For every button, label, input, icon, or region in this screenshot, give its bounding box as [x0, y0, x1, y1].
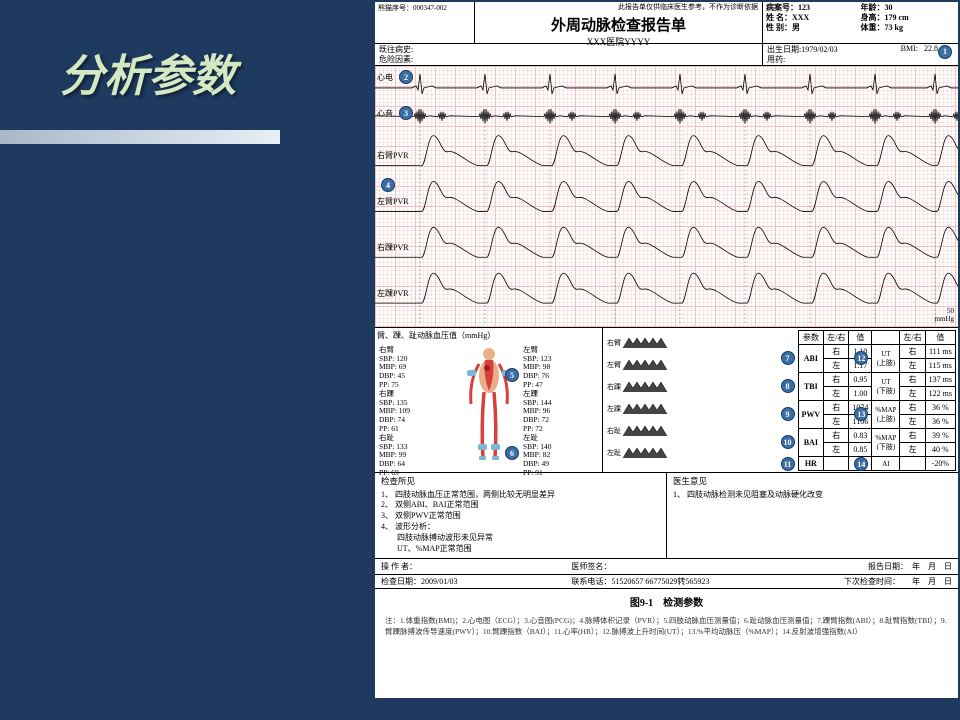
figure-caption: 图9-1 检测参数 [375, 589, 958, 614]
report-title: 外周动脉检查报告单 [475, 14, 762, 35]
waveform-area: 心电 2 心音 3 右臂PVR 4 左臂PVR 右踝PVR 左踝PVR 50 m… [375, 66, 958, 328]
findings-right: 医生意见 1、 四肢动脉检测未见阻塞及动脉硬化改变 [667, 473, 958, 558]
param-table: 参数左/右值左/右值7ABI右1.1012UT (上肢)右111 ms左1.17… [798, 330, 957, 471]
legend-notes: 注：1.体重指数(BMI)；2.心电图（ECG）；3.心音图(PCG)；4.脉搏… [375, 614, 958, 639]
wave-label-ecg: 心电 [377, 72, 393, 83]
patient-info: 病案号：123年龄：30 姓 名：XXX身高：179 cm 性 别：男体重：73… [763, 2, 958, 43]
title-underline [0, 130, 280, 144]
bp-values: 臂、踝、趾动脉血压值（mmHg） 5 6 右臂SBP: 120MBP: 69DB… [375, 328, 603, 472]
bp-section: 臂、踝、趾动脉血压值（mmHg） 5 6 右臂SBP: 120MBP: 69DB… [375, 328, 958, 473]
wave-scale: 50 mmHg [935, 307, 954, 323]
report-header: 熊猫序号：000347-002 此报告单仅供临床医生参考，不作为诊断依据 外周动… [375, 2, 958, 44]
wave-label-larm: 左臂PVR [377, 196, 409, 207]
wave-label-rarm: 右臂PVR [377, 150, 409, 161]
findings-left: 检查所见 1、 四肢动脉血压正常范围，两侧比较无明显差异2、 双侧ABI、BAI… [375, 473, 667, 558]
body-figure-icon [465, 346, 513, 461]
bubble-1: 1 [938, 45, 952, 59]
signature-row: 操 作 者：医师签名：报告日期： 年 月 日 [375, 559, 958, 575]
report-warning: 此报告单仅供临床医生参考，不作为诊断依据 [475, 2, 762, 12]
history-row: 既往病史:危险因素: 出生日期:1979/02/03 1用药:BMI:22.8 [375, 44, 958, 66]
waveforms [375, 66, 958, 327]
date-row: 检查日期：2009/01/03联系电话：51520657 66775029转56… [375, 575, 958, 589]
report-code: 熊猫序号：000347-002 [375, 2, 475, 43]
bubble-5: 5 [505, 368, 519, 382]
wave-label-rankle: 右踝PVR [377, 242, 409, 253]
findings: 检查所见 1、 四肢动脉血压正常范围，两侧比较无明显差异2、 双侧ABI、BAI… [375, 473, 958, 559]
wave-label-pcg: 心音 [377, 108, 393, 119]
bubble-6: 6 [505, 446, 519, 460]
wave-label-lankle: 左踝PVR [377, 288, 409, 299]
param-area: 右臂左臂右踝左踝右趾左趾 参数左/右值左/右值7ABI右1.1012UT (上肢… [603, 328, 958, 472]
slide-title: 分析参数 [60, 40, 236, 104]
report-sheet: 熊猫序号：000347-002 此报告单仅供临床医生参考，不作为诊断依据 外周动… [375, 2, 958, 698]
